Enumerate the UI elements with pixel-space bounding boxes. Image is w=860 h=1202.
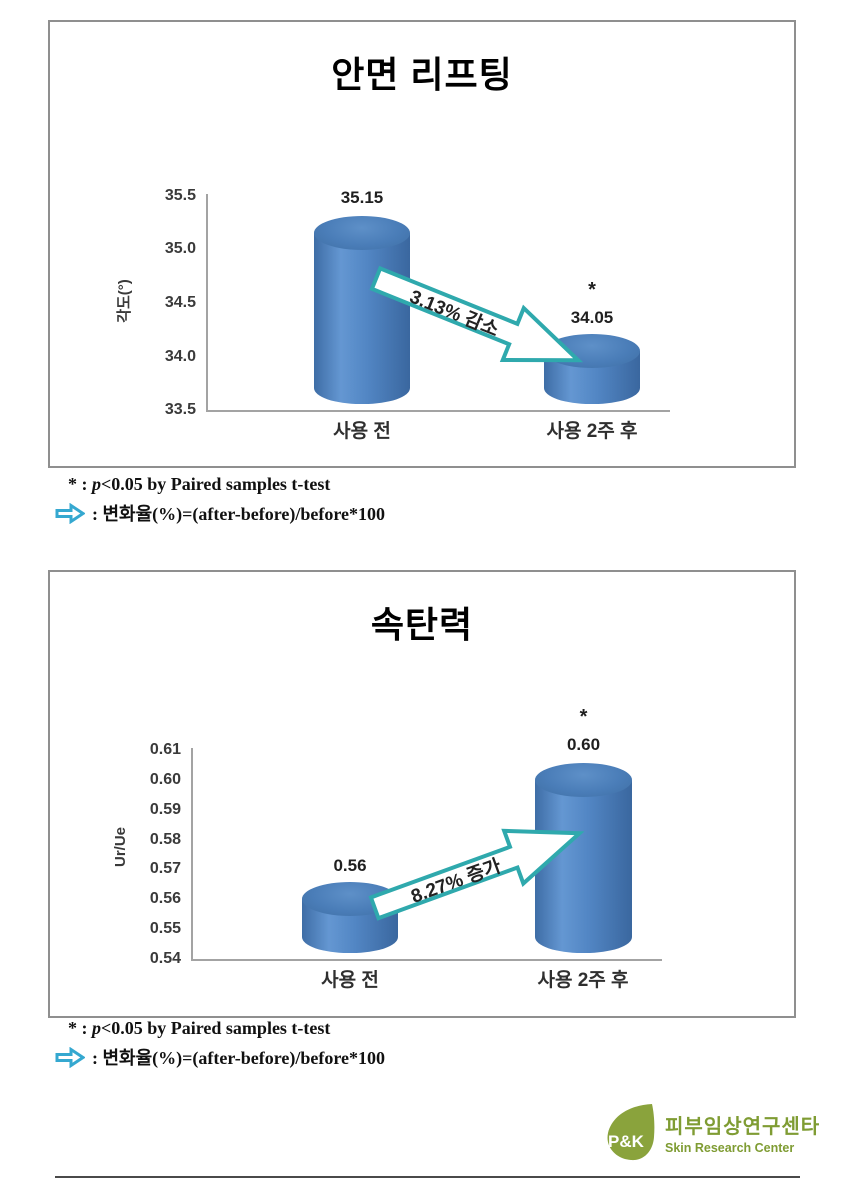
cylinder-body [314,233,410,404]
chart2-y-axis-line [191,748,193,961]
chart1-ytick: 33.5 [164,401,196,418]
chart1-ytick: 34.5 [164,294,196,311]
decrease-arrow-icon: 3.13% 감소 [362,248,595,392]
cylinder-body [535,780,632,953]
footnote-block-1: * : p<0.05 by Paired samples t-test : 변화… [55,474,695,526]
footnote-star: * : [68,1018,92,1038]
chart2-ytick: 0.58 [149,831,181,848]
footnote-ttest-line: * : p<0.05 by Paired samples t-test [55,474,695,495]
footnote-p: p [92,474,101,494]
footnote-changerate-line: : 변화율(%)=(after-before)/before*100 [55,1044,695,1070]
chart1-bar-before [314,216,410,404]
chart1-title: 안면 리프팅 [331,54,513,95]
chart2-ytick: 0.60 [149,771,181,788]
bottom-divider-line [55,1176,800,1178]
logo-korean-name: 피부임상연구센타 [665,1115,821,1138]
chart1-x-axis-line [206,410,670,412]
pk-skin-research-logo: P&K 피부임상연구센타 Skin Research Center [604,1102,820,1162]
increase-arrow-icon: 8.27% 증가 [362,801,595,938]
chart2-ytick: 0.54 [149,950,181,967]
footnote-ttest-line: * : p<0.05 by Paired samples t-test [55,1018,695,1039]
chart2-value-after: 0.60 [566,735,601,754]
chart1-category-before: 사용 전 [333,421,391,442]
footnote-star: * : [68,474,92,494]
cylinder-top [314,216,410,250]
footnote-ttest-text: <0.05 by Paired samples t-test [101,1018,331,1038]
chart-elasticity: 속탄력 Ur/Ue 0.61 0.60 0.59 0.58 0.57 0.56 … [48,570,796,1018]
logo-text-block: 피부임상연구센타 Skin Research Center [665,1110,820,1155]
chart1-significance-star: * [588,279,596,301]
chart1-y-axis-line [206,194,208,412]
chart1-value-before: 35.15 [340,188,384,207]
pk-logo-text: P&K [608,1132,645,1151]
footnote-changerate-text: : 변화율(%)=(after-before)/before*100 [92,504,385,524]
chart1-ytick: 35.5 [164,187,196,204]
chart2-significance-star: * [579,706,588,728]
chart2-ytick: 0.55 [149,920,181,937]
footnote-changerate-line: : 변화율(%)=(after-before)/before*100 [55,500,695,526]
pk-leaf-icon: P&K [607,1104,655,1161]
chart2-ytick: 0.57 [149,860,181,877]
footnote-block-2: * : p<0.05 by Paired samples t-test : 변화… [55,1018,695,1070]
chart1-ytick: 34.0 [164,348,196,365]
chart-facial-lifting: 안면 리프팅 각도(°) 35.5 35.0 34.5 34.0 33.5 35… [48,20,796,468]
chart2-x-axis-line [191,959,662,961]
chart2-ytick: 0.56 [149,890,181,907]
change-rate-arrow-icon [55,502,85,524]
chart1-value-after: 34.05 [570,308,614,327]
chart2-category-after: 사용 2주 후 [537,970,629,991]
chart1-category-after: 사용 2주 후 [546,421,638,442]
footnote-p: p [92,1018,101,1038]
chart2-title: 속탄력 [370,604,474,645]
cylinder-top [535,763,632,797]
chart2-category-before: 사용 전 [321,970,379,991]
chart2-ytick: 0.61 [149,741,181,758]
chart1-ytick: 35.0 [164,240,196,257]
logo-english-name: Skin Research Center [665,1140,795,1155]
change-rate-arrow-icon [55,1046,85,1068]
chart2-value-before: 0.56 [333,856,367,875]
footnote-changerate-text: : 변화율(%)=(after-before)/before*100 [92,1048,385,1068]
chart2-bar-after [535,763,632,953]
footnote-ttest-text: <0.05 by Paired samples t-test [101,474,331,494]
chart2-ytick: 0.59 [149,801,181,818]
